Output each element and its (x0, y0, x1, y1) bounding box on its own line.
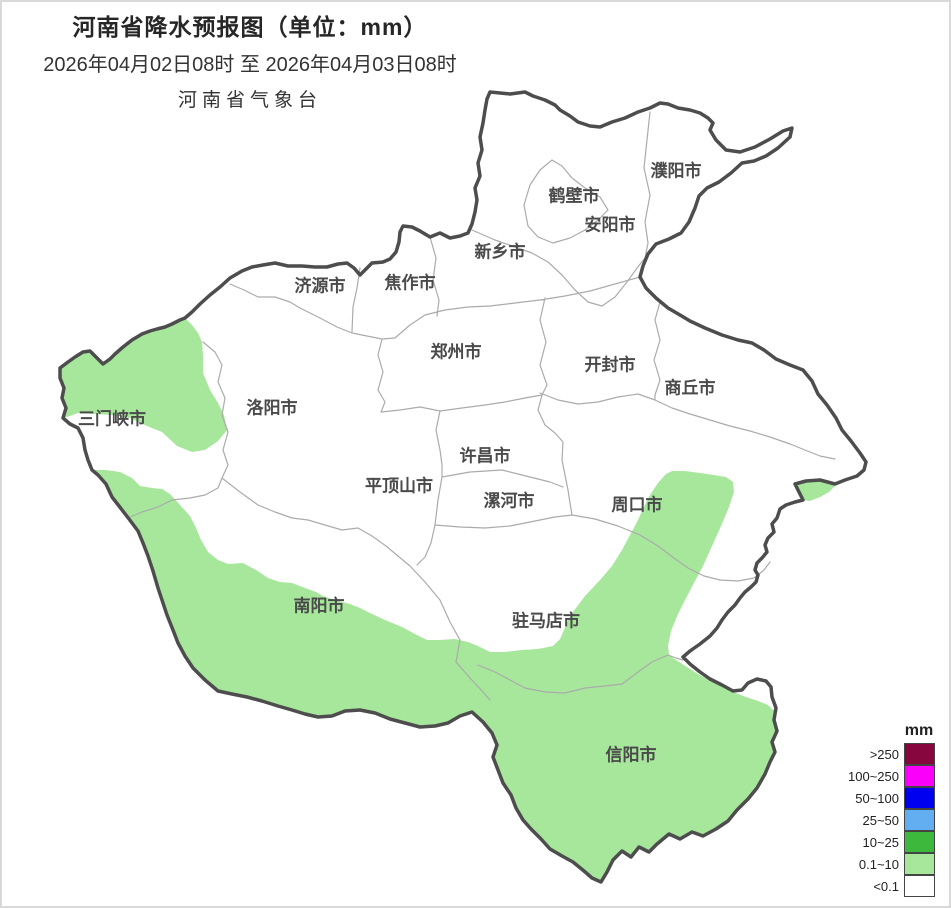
legend-item: 50~100 (815, 786, 935, 809)
city-label: 漯河市 (484, 491, 535, 511)
legend-item-label: 50~100 (855, 790, 899, 806)
legend-color-swatch (904, 764, 935, 787)
city-label: 济源市 (295, 276, 346, 296)
legend-color-swatch (904, 786, 935, 809)
legend-color-swatch (904, 874, 935, 897)
legend-item-label: 0.1~10 (858, 856, 899, 872)
rain-area-southern-band (92, 470, 777, 882)
legend-item: >250 (815, 742, 935, 765)
city-label: 焦作市 (384, 273, 436, 293)
city-label: 平顶山市 (365, 476, 433, 496)
map-header: 河南省降水预报图（单位：mm） 2026年04月02日08时 至 2026年04… (0, 8, 500, 112)
issuing-agency: 河南省气象台 (177, 90, 322, 111)
precipitation-legend: mm >250 100~250 50~100 25~50 10~25 0.1~10 <0.1 (815, 722, 935, 897)
legend-rows: >250 100~250 50~100 25~50 10~25 0.1~10 <0.1 (815, 742, 935, 897)
district-boundaries (127, 111, 836, 701)
city-label: 郑州市 (431, 342, 482, 362)
city-label: 商丘市 (665, 378, 716, 398)
city-label: 新乡市 (475, 242, 526, 262)
legend-color-swatch (904, 808, 935, 831)
legend-item-label: 25~50 (862, 812, 899, 828)
legend-item: <0.1 (815, 874, 935, 897)
legend-item-label: 100~250 (848, 768, 899, 784)
legend-item: 100~250 (815, 764, 935, 787)
legend-item: 25~50 (815, 808, 935, 831)
legend-color-swatch (904, 852, 935, 875)
province-border (58, 90, 868, 884)
legend-item: 10~25 (815, 830, 935, 853)
rain-area-shangqiu-corner (793, 481, 836, 501)
city-label: 濮阳市 (651, 161, 702, 181)
city-label: 驻马店市 (512, 611, 580, 631)
city-label: 三门峡市 (78, 409, 146, 429)
legend-item-label: 10~25 (862, 834, 899, 850)
legend-item-label: <0.1 (873, 878, 899, 894)
legend-color-swatch (904, 830, 935, 853)
forecast-date-range: 2026年04月02日08时 至 2026年04月03日08时 (43, 54, 457, 76)
city-label: 鹤壁市 (549, 186, 600, 206)
city-label: 南阳市 (294, 596, 345, 616)
city-label: 许昌市 (460, 446, 511, 466)
legend-unit-label: mm (904, 722, 934, 739)
legend-item-label: >250 (869, 746, 899, 762)
city-label: 安阳市 (585, 215, 636, 235)
city-label: 周口市 (612, 495, 663, 515)
city-label: 信阳市 (606, 745, 657, 765)
page-title: 河南省降水预报图（单位：mm） (72, 14, 428, 40)
rain-area-northwest-sanmenxia (60, 318, 227, 452)
city-label: 洛阳市 (247, 398, 298, 418)
city-label: 开封市 (585, 355, 636, 375)
legend-color-swatch (904, 742, 935, 765)
legend-item: 0.1~10 (815, 852, 935, 875)
